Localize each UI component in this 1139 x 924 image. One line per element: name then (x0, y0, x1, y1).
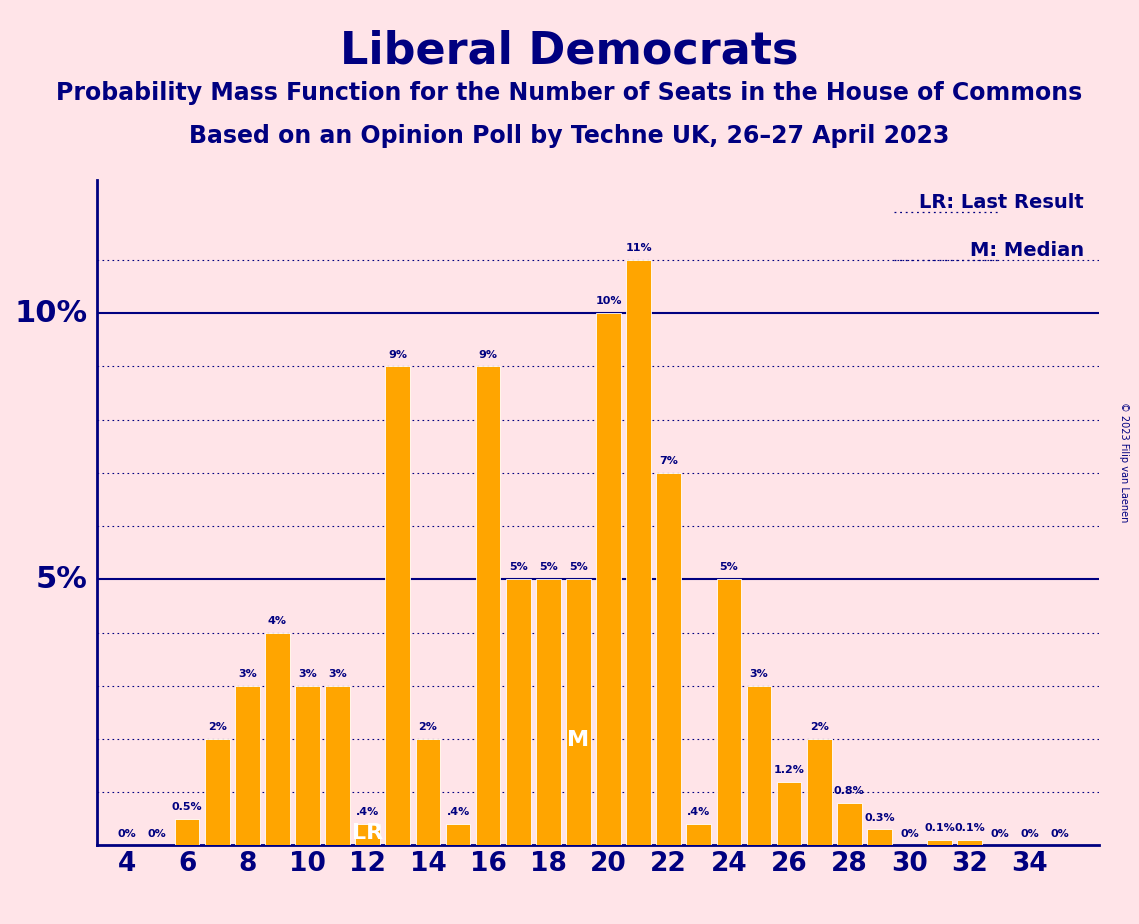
Text: 3%: 3% (749, 669, 769, 679)
Bar (174, 819, 199, 845)
Text: LR: Last Result: LR: Last Result (919, 193, 1084, 213)
Text: 2%: 2% (418, 722, 437, 732)
Text: 5%: 5% (509, 563, 527, 573)
Bar (747, 686, 771, 845)
Text: 0%: 0% (117, 829, 137, 839)
Text: .4%: .4% (446, 808, 469, 817)
Bar (265, 633, 289, 845)
Text: 4%: 4% (268, 615, 287, 626)
Text: 0.8%: 0.8% (834, 786, 865, 796)
Bar (626, 260, 652, 845)
Bar (716, 579, 741, 845)
Text: 5%: 5% (539, 563, 558, 573)
Bar (566, 579, 591, 845)
Text: M: Median: M: Median (970, 241, 1084, 261)
Bar (687, 824, 711, 845)
Text: 0%: 0% (1050, 829, 1070, 839)
Text: 1.2%: 1.2% (773, 765, 804, 774)
Text: Probability Mass Function for the Number of Seats in the House of Commons: Probability Mass Function for the Number… (56, 81, 1083, 105)
Text: 3%: 3% (328, 669, 347, 679)
Text: 0%: 0% (991, 829, 1009, 839)
Text: 2%: 2% (207, 722, 227, 732)
Text: 0%: 0% (148, 829, 166, 839)
Bar (867, 830, 892, 845)
Text: 10%: 10% (596, 297, 622, 307)
Bar (385, 367, 410, 845)
Text: 9%: 9% (478, 349, 498, 359)
Bar (355, 824, 380, 845)
Text: 0.3%: 0.3% (865, 812, 895, 822)
Text: 3%: 3% (298, 669, 317, 679)
Bar (205, 739, 230, 845)
Text: 0.1%: 0.1% (924, 823, 954, 833)
Text: 11%: 11% (625, 243, 652, 253)
Text: 0%: 0% (1021, 829, 1039, 839)
Bar (837, 803, 861, 845)
Bar (235, 686, 260, 845)
Text: 10%: 10% (15, 298, 88, 328)
Bar (445, 824, 470, 845)
Text: 5%: 5% (570, 563, 588, 573)
Text: .4%: .4% (357, 808, 379, 817)
Bar (506, 579, 531, 845)
Bar (536, 579, 560, 845)
Bar (326, 686, 350, 845)
Text: LR: LR (352, 822, 384, 843)
Text: 7%: 7% (659, 456, 678, 466)
Text: 3%: 3% (238, 669, 256, 679)
Text: .4%: .4% (687, 808, 711, 817)
Bar (295, 686, 320, 845)
Text: Based on an Opinion Poll by Techne UK, 26–27 April 2023: Based on an Opinion Poll by Techne UK, 2… (189, 124, 950, 148)
Text: © 2023 Filip van Laenen: © 2023 Filip van Laenen (1120, 402, 1129, 522)
Bar (416, 739, 441, 845)
Bar (476, 367, 500, 845)
Text: 0.5%: 0.5% (172, 802, 203, 812)
Bar (777, 782, 802, 845)
Bar (958, 840, 982, 845)
Text: Liberal Democrats: Liberal Democrats (341, 30, 798, 73)
Text: 2%: 2% (810, 722, 829, 732)
Bar (806, 739, 831, 845)
Text: 5%: 5% (36, 565, 88, 594)
Text: 9%: 9% (388, 349, 408, 359)
Text: M: M (567, 730, 590, 749)
Bar (656, 473, 681, 845)
Text: 0%: 0% (900, 829, 919, 839)
Text: 5%: 5% (720, 563, 738, 573)
Bar (927, 840, 952, 845)
Bar (596, 313, 621, 845)
Text: 0.1%: 0.1% (954, 823, 985, 833)
